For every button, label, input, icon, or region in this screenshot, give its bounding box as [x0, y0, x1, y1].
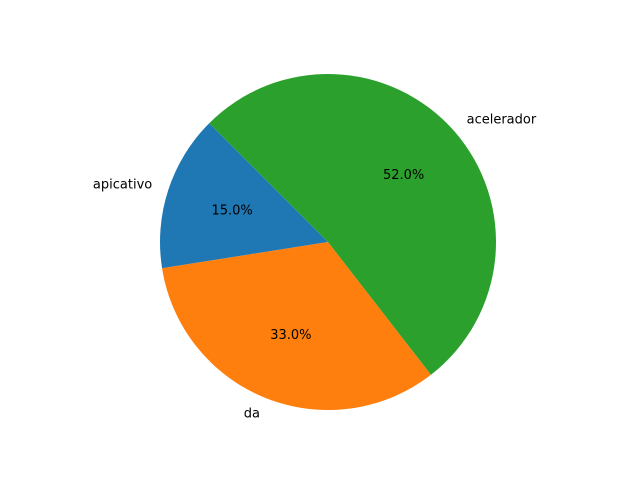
slice-label-da: da — [244, 406, 260, 421]
slice-label-acelerador: acelerador — [467, 112, 537, 127]
slice-percent-da: 33.0% — [270, 328, 311, 343]
pie-slice-da — [162, 242, 431, 411]
slice-label-apicativo: apicativo — [93, 177, 152, 192]
pie-slices — [160, 73, 497, 411]
slice-percent-acelerador: 52.0% — [383, 168, 424, 183]
pie-slice-acelerador — [209, 73, 497, 375]
pie-labels: apicativo 15.0% da 33.0% acelerador 52.0% — [93, 112, 537, 421]
pie-slice-apicativo — [160, 123, 328, 269]
slice-percent-apicativo: 15.0% — [211, 203, 252, 218]
